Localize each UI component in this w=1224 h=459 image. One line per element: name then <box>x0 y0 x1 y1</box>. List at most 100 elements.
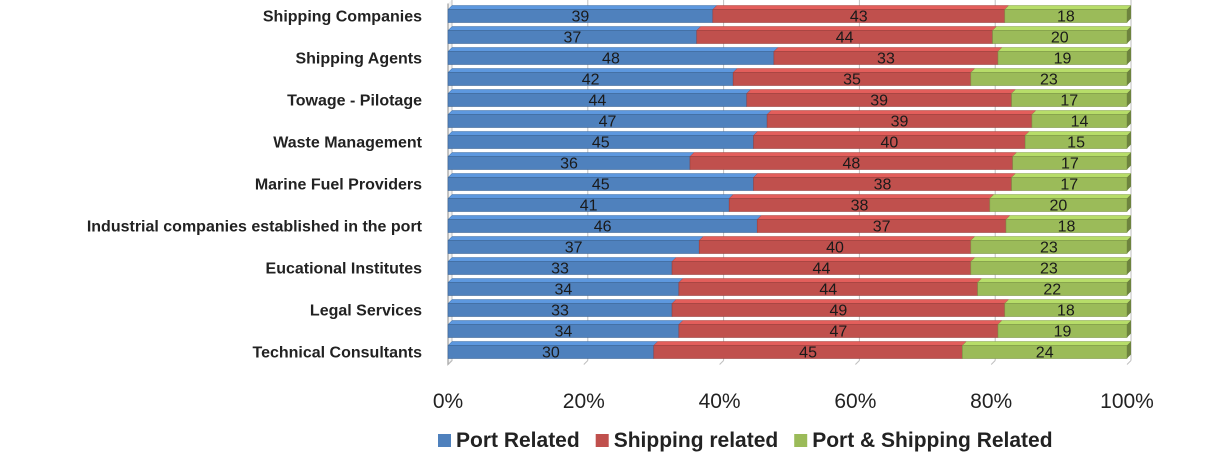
data-label: 19 <box>1054 51 1072 68</box>
data-label: 15 <box>1067 135 1085 152</box>
bar-end-face <box>1127 299 1131 317</box>
data-label: 39 <box>891 114 909 131</box>
gridline-floor <box>1126 360 1132 365</box>
category-label: Waste Management <box>273 135 422 152</box>
data-label: 23 <box>1040 261 1058 278</box>
category-label: Towage - Pilotage <box>287 93 422 110</box>
legend-swatch <box>794 434 808 447</box>
category-label: Shipping Companies <box>263 9 422 26</box>
data-label: 45 <box>799 345 817 362</box>
data-label: 47 <box>830 324 848 341</box>
data-label: 49 <box>830 303 848 320</box>
data-label: 46 <box>594 219 612 236</box>
bar-end-face <box>1127 320 1131 338</box>
category-label: Eucational Institutes <box>266 261 423 278</box>
data-label: 23 <box>1040 240 1058 257</box>
gridline-floor <box>583 360 589 365</box>
bar-end-face <box>1127 110 1131 128</box>
data-label: 44 <box>588 93 606 110</box>
bar-end-face <box>1127 215 1131 233</box>
data-label: 17 <box>1061 156 1079 173</box>
x-axis-ticks: 0% 20% 40% 60% 80% 100% <box>433 390 1154 413</box>
gridline-floor <box>855 360 860 365</box>
x-tick-label: 60% <box>834 390 876 413</box>
data-label: 38 <box>874 177 892 194</box>
data-label: 33 <box>551 303 569 320</box>
data-label: 33 <box>877 51 895 68</box>
data-label: 41 <box>580 198 598 215</box>
data-label: 17 <box>1060 177 1078 194</box>
category-label: Legal Services <box>310 303 422 320</box>
data-label: 14 <box>1071 114 1089 131</box>
category-label: Industrial companies established in the … <box>87 219 423 236</box>
data-label: 33 <box>551 261 569 278</box>
bar-end-face <box>1127 236 1131 254</box>
bar-end-face <box>1127 26 1131 44</box>
data-label: 43 <box>850 9 868 26</box>
data-label: 37 <box>563 30 581 47</box>
legend-label: Port & Shipping Related <box>812 429 1052 452</box>
data-label: 40 <box>826 240 844 257</box>
data-label: 42 <box>582 72 600 89</box>
data-label: 20 <box>1050 198 1068 215</box>
data-label: 37 <box>565 240 583 257</box>
data-label: 34 <box>555 282 573 299</box>
data-label: 48 <box>602 51 620 68</box>
data-label: 38 <box>851 198 869 215</box>
bar-end-face <box>1127 68 1131 86</box>
data-label: 40 <box>880 135 898 152</box>
bars <box>447 5 1132 359</box>
data-label: 24 <box>1036 345 1054 362</box>
bar-end-face <box>1127 5 1131 23</box>
data-label: 20 <box>1051 30 1069 47</box>
x-tick-label: 40% <box>699 390 741 413</box>
bar-end-face <box>1127 194 1131 212</box>
data-label: 18 <box>1058 219 1076 236</box>
data-label: 39 <box>572 9 590 26</box>
data-label: 47 <box>599 114 617 131</box>
data-label: 17 <box>1060 93 1078 110</box>
x-tick-label: 80% <box>970 390 1012 413</box>
data-labels: 39 43 18 37 44 20 48 33 19 42 35 23 44 39 17 47 39 14 45 40… <box>542 9 1088 362</box>
data-label: 22 <box>1043 282 1061 299</box>
bar-end-face <box>1127 173 1131 191</box>
data-label: 35 <box>843 72 861 89</box>
bar-end-face <box>1127 131 1131 149</box>
category-label: Technical Consultants <box>252 345 422 362</box>
category-label: Marine Fuel Providers <box>255 177 422 194</box>
data-label: 19 <box>1054 324 1072 341</box>
legend: Port Related Shipping related Port & Shipp… <box>438 429 1053 452</box>
data-label: 36 <box>560 156 578 173</box>
bar-end-face <box>1127 47 1131 65</box>
gridline-floor <box>990 360 996 365</box>
data-label: 44 <box>819 282 837 299</box>
data-label: 34 <box>555 324 573 341</box>
bar-end-face <box>1127 257 1131 275</box>
category-label: Shipping Agents <box>295 51 422 68</box>
bar-end-face <box>1127 89 1131 107</box>
data-label: 44 <box>813 261 831 278</box>
legend-swatch <box>438 434 451 447</box>
data-label: 23 <box>1040 72 1058 89</box>
data-label: 30 <box>542 345 560 362</box>
legend-label: Shipping related <box>614 429 779 452</box>
legend-swatch <box>595 434 609 447</box>
data-label: 45 <box>592 177 610 194</box>
legend-label: Port Related <box>456 429 580 452</box>
x-tick-label: 0% <box>433 390 463 413</box>
gridline-floor <box>447 360 453 365</box>
bar-end-face <box>1127 152 1131 170</box>
data-label: 18 <box>1057 9 1075 26</box>
category-labels: Shipping Companies Shipping Agents Towage … <box>87 9 423 362</box>
data-label: 39 <box>870 93 888 110</box>
data-label: 48 <box>842 156 860 173</box>
bar-end-face <box>1127 341 1131 359</box>
data-label: 45 <box>592 135 610 152</box>
data-label: 37 <box>873 219 891 236</box>
data-label: 18 <box>1057 303 1075 320</box>
bar-end-face <box>1127 278 1131 296</box>
data-label: 44 <box>836 30 854 47</box>
gridline-floor <box>719 360 724 365</box>
x-tick-label: 20% <box>563 390 605 413</box>
